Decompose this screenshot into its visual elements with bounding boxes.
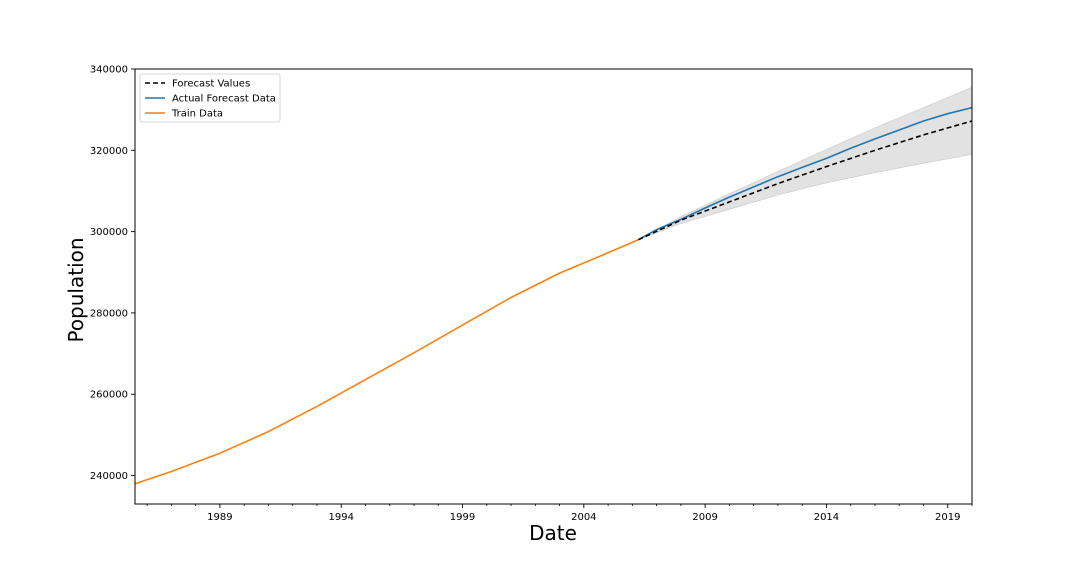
x-tick-label: 2009 [692, 512, 717, 523]
confidence-band-layer [638, 86, 973, 240]
confidence-band [638, 86, 973, 240]
x-axis-title: Date [529, 521, 577, 545]
y-axis-title: Population [64, 237, 88, 342]
x-tick-label: 2014 [814, 512, 839, 523]
x-tick-label: 1989 [207, 512, 232, 523]
y-tick-label: 340000 [90, 65, 128, 76]
x-tick-label: 1999 [450, 512, 475, 523]
plot-area-frame [134, 68, 973, 505]
series-line-forecast-values [638, 120, 973, 241]
x-tick-label: 2004 [571, 512, 596, 523]
series-line-train-data [134, 238, 639, 485]
y-tick-label: 280000 [90, 308, 128, 319]
legend-label: Forecast Values [172, 79, 250, 90]
x-axis: 1989 1994 1999 2004 2009 2014 2019 [146, 504, 973, 523]
legend: Forecast Values Actual Forecast Data Train… [139, 73, 281, 123]
x-tick-label: 1994 [328, 512, 353, 523]
y-tick-label: 300000 [90, 227, 128, 238]
series-line-actual-forecast-data [638, 106, 973, 241]
legend-label: Actual Forecast Data [172, 94, 276, 105]
y-axis: 240000 260000 280000 300000 320000 340000 [90, 65, 135, 482]
y-tick-label: 320000 [90, 146, 128, 157]
legend-box [139, 73, 281, 123]
legend-label: Train Data [171, 109, 223, 120]
y-tick-label: 260000 [90, 390, 128, 401]
y-tick-label: 240000 [90, 471, 128, 482]
series-layer [134, 106, 973, 485]
x-tick-label: 2019 [935, 512, 960, 523]
